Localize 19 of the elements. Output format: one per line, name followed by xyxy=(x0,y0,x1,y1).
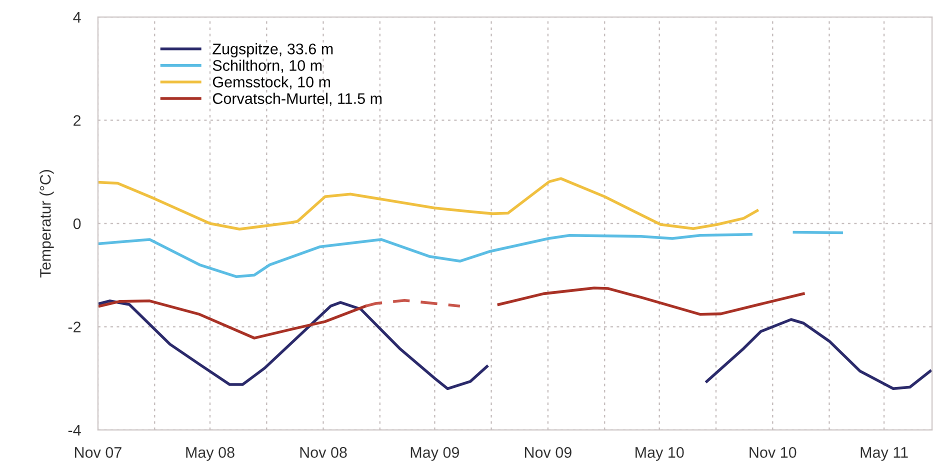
x-tick-label: May 09 xyxy=(410,447,460,461)
y-tick-label: -2 xyxy=(68,322,81,332)
x-tick-label: May 08 xyxy=(186,447,234,461)
line-series xyxy=(98,177,759,231)
x-tick-label: Nov 09 xyxy=(525,447,572,458)
y-tick-label: 4 xyxy=(73,12,81,23)
x-tick-label: Nov 10 xyxy=(750,447,796,458)
legend-label: Gemsstock, 10 m xyxy=(212,76,330,90)
y-axis-title: Temperatur (°C) xyxy=(40,170,54,278)
legend-label: Zugspitze, 33.6 m xyxy=(212,43,333,58)
x-tick-label: Nov 08 xyxy=(300,447,347,458)
y-tick-label: -4 xyxy=(68,424,81,436)
x-tick-label: Nov 07 xyxy=(75,447,122,458)
x-tick-label: May 10 xyxy=(636,447,684,461)
legend-label: Schilthorn, 10 m xyxy=(212,60,322,73)
y-tick-label: 2 xyxy=(74,115,81,126)
y-tick-label: 0 xyxy=(73,218,81,230)
legend-label: Corvatsch-Murtel, 11.5 m xyxy=(212,92,382,106)
x-tick-label: May 11 xyxy=(860,447,908,461)
